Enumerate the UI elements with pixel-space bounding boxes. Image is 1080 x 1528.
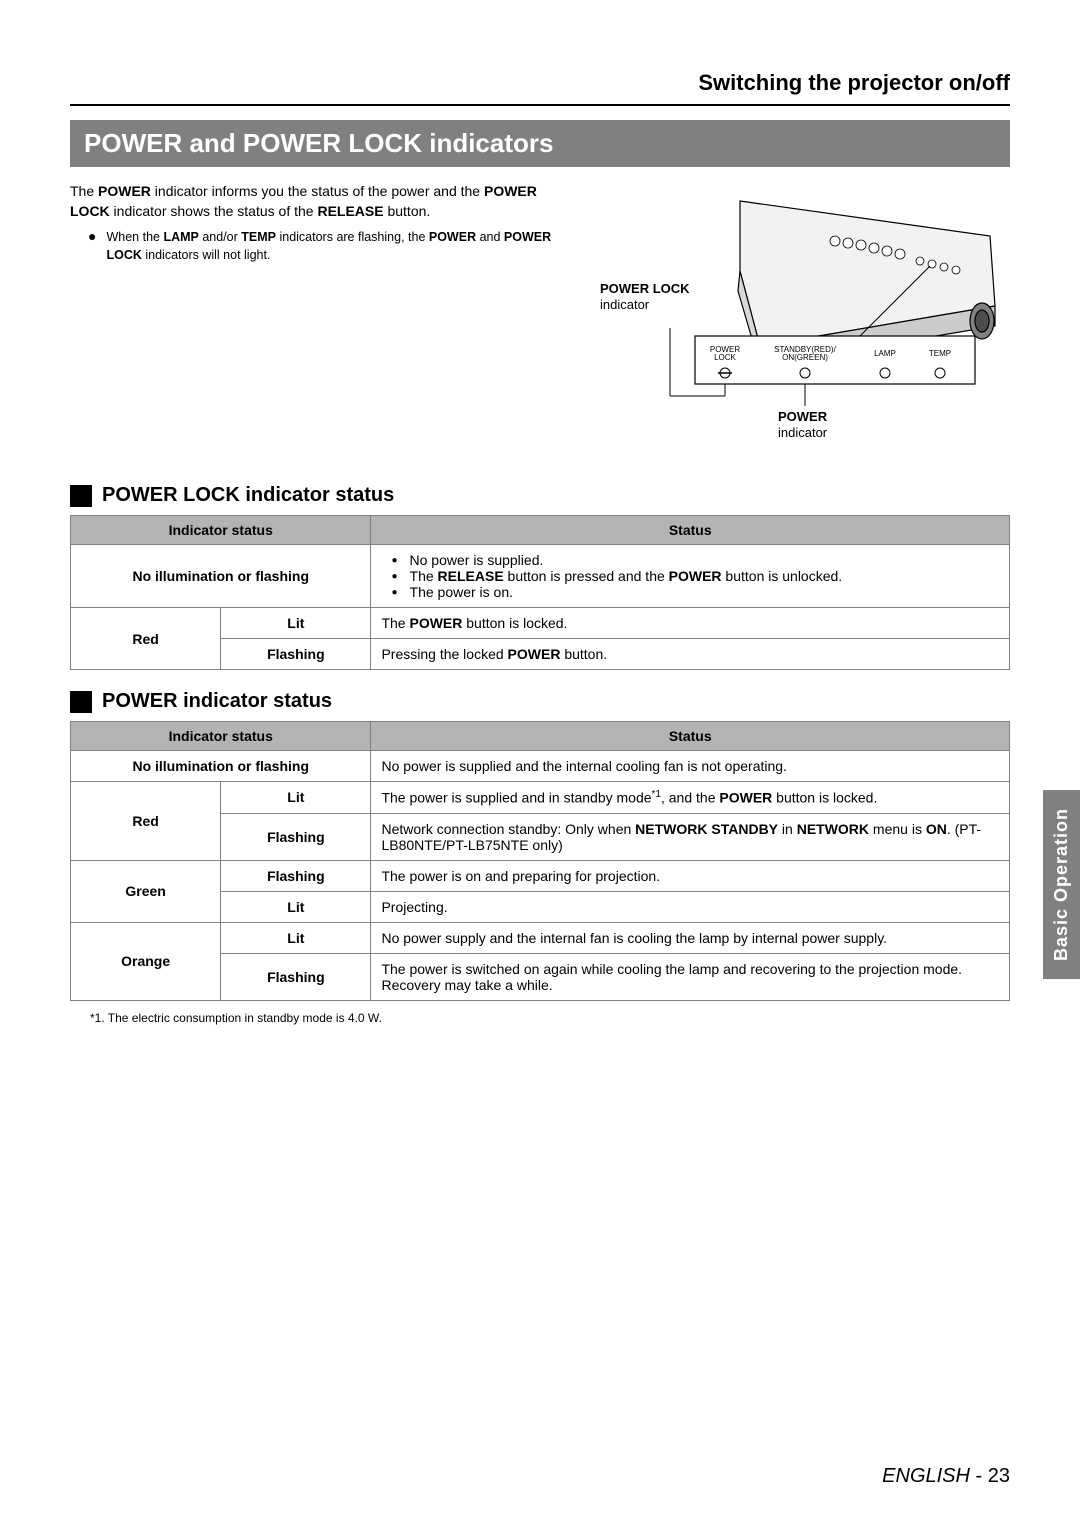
- power-lock-label: POWER LOCK indicator: [600, 281, 690, 312]
- projector-diagram: POWER LOCK STANDBY(RED)/ ON(GREEN) LAMP …: [600, 181, 1010, 454]
- row-red-flashing: Flashing: [221, 639, 371, 670]
- row-no-illumination-status: No power is supplied. The RELEASE button…: [371, 545, 1010, 608]
- row2-red-lit: Lit: [221, 782, 371, 814]
- section-heading-power: POWER indicator status: [70, 690, 1010, 713]
- row2-noillum-status: No power is supplied and the internal co…: [371, 751, 1010, 782]
- row-red: Red: [71, 608, 221, 670]
- square-icon: [70, 691, 92, 713]
- th-status-2: Status: [371, 722, 1010, 751]
- row2-red: Red: [71, 782, 221, 861]
- row2-orange-flashing: Flashing: [221, 953, 371, 1000]
- intro-bullet: ● When the LAMP and/or TEMP indicators a…: [70, 228, 580, 264]
- power-table: Indicator status Status No illumination …: [70, 721, 1010, 1001]
- svg-text:TEMP: TEMP: [929, 349, 951, 358]
- row2-red-lit-status: The power is supplied and in standby mod…: [371, 782, 1010, 814]
- square-icon: [70, 485, 92, 507]
- power-lock-table: Indicator status Status No illumination …: [70, 515, 1010, 670]
- intro-paragraph: The POWER indicator informs you the stat…: [70, 181, 580, 222]
- footnote: *1. The electric consumption in standby …: [70, 1011, 1010, 1025]
- svg-text:LOCK: LOCK: [714, 353, 736, 362]
- row2-orange-lit-status: No power supply and the internal fan is …: [371, 922, 1010, 953]
- bullet-icon: ●: [88, 228, 96, 264]
- row2-green-flashing: Flashing: [221, 860, 371, 891]
- row-red-lit-status: The POWER button is locked.: [371, 608, 1010, 639]
- row2-orange-lit: Lit: [221, 922, 371, 953]
- row-red-lit: Lit: [221, 608, 371, 639]
- row2-green-lit: Lit: [221, 891, 371, 922]
- row2-noillum: No illumination or flashing: [71, 751, 371, 782]
- section-heading-power-lock: POWER LOCK indicator status: [70, 484, 1010, 507]
- page-title: Switching the projector on/off: [70, 70, 1010, 106]
- th-indicator-status-2: Indicator status: [71, 722, 371, 751]
- row2-green-flashing-status: The power is on and preparing for projec…: [371, 860, 1010, 891]
- document-page: Switching the projector on/off POWER and…: [0, 0, 1080, 1528]
- side-tab: Basic Operation: [1043, 790, 1080, 979]
- th-indicator-status: Indicator status: [71, 516, 371, 545]
- row-red-flashing-status: Pressing the locked POWER button.: [371, 639, 1010, 670]
- intro-row: The POWER indicator informs you the stat…: [70, 181, 1010, 454]
- svg-text:LAMP: LAMP: [874, 349, 896, 358]
- page-footer: ENGLISH - 23: [882, 1465, 1010, 1488]
- th-status: Status: [371, 516, 1010, 545]
- row2-red-flashing: Flashing: [221, 813, 371, 860]
- svg-text:ON(GREEN): ON(GREEN): [782, 353, 828, 362]
- row2-orange: Orange: [71, 922, 221, 1000]
- row2-green-lit-status: Projecting.: [371, 891, 1010, 922]
- row2-orange-flashing-status: The power is switched on again while coo…: [371, 953, 1010, 1000]
- row-no-illumination: No illumination or flashing: [71, 545, 371, 608]
- row2-green: Green: [71, 860, 221, 922]
- bullet-text: When the LAMP and/or TEMP indicators are…: [106, 228, 580, 264]
- main-heading: POWER and POWER LOCK indicators: [70, 120, 1010, 167]
- power-label: POWER indicator: [778, 409, 827, 440]
- intro-text: The POWER indicator informs you the stat…: [70, 181, 580, 454]
- row2-red-flashing-status: Network connection standby: Only when NE…: [371, 813, 1010, 860]
